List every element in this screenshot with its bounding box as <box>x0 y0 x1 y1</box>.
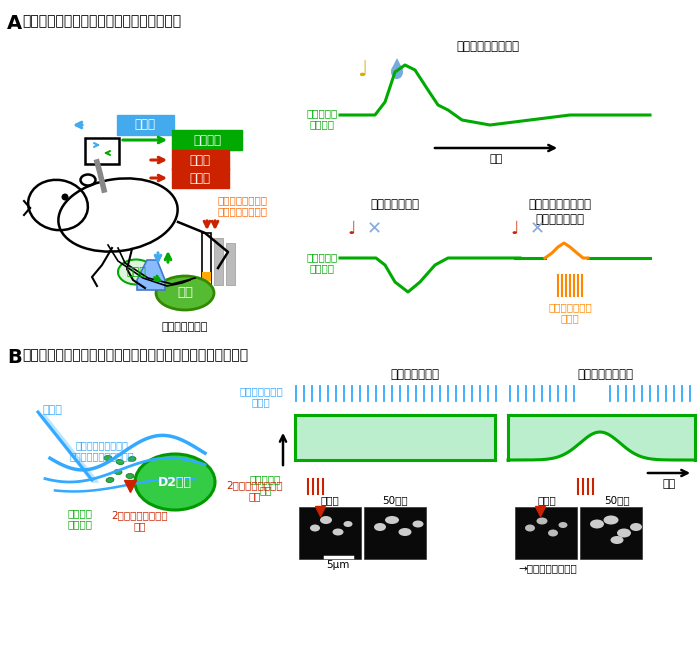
Text: 時間: 時間 <box>489 154 503 164</box>
Text: ドーパミン
濃度: ドーパミン 濃度 <box>250 474 281 496</box>
FancyBboxPatch shape <box>117 115 174 135</box>
Text: 光感受性チャネル
神経活動センサー: 光感受性チャネル 神経活動センサー <box>218 195 268 216</box>
Text: 脳スライス実験におけるグルタミン酸とドーパミンの光操作: 脳スライス実験におけるグルタミン酸とドーパミンの光操作 <box>22 348 248 362</box>
Bar <box>515 507 577 559</box>
Text: ♩: ♩ <box>511 220 519 238</box>
Bar <box>364 507 426 559</box>
Text: 報酬による条件づけ: 報酬による条件づけ <box>456 40 519 53</box>
Text: B: B <box>7 348 22 367</box>
Text: D2細胞: D2細胞 <box>158 475 192 489</box>
Ellipse shape <box>391 65 403 79</box>
Text: 5μm: 5μm <box>326 560 350 570</box>
Text: 赤色光: 赤色光 <box>190 154 211 167</box>
Ellipse shape <box>559 522 568 528</box>
Text: ✕: ✕ <box>529 220 545 238</box>
Text: 樹状突起
スパイン: 樹状突起 スパイン <box>68 508 93 530</box>
Ellipse shape <box>310 524 320 532</box>
Text: →スパイン頭部増大: →スパイン頭部増大 <box>518 563 577 573</box>
Ellipse shape <box>385 516 399 524</box>
Ellipse shape <box>106 477 114 483</box>
Text: 中脳: 中脳 <box>177 287 193 299</box>
Text: ドーパミン神経
光刷激: ドーパミン神経 光刷激 <box>239 386 283 408</box>
Text: 青色光: 青色光 <box>42 405 62 415</box>
Text: 光測定器: 光測定器 <box>193 134 221 146</box>
FancyBboxPatch shape <box>172 130 242 150</box>
Text: ドーパミン神経: ドーパミン神経 <box>162 322 208 332</box>
Text: 光によるドーパミン
応答の打ち消し: 光によるドーパミン 応答の打ち消し <box>528 198 592 226</box>
Ellipse shape <box>603 516 619 524</box>
Ellipse shape <box>126 473 134 479</box>
Text: 青色光: 青色光 <box>134 118 155 132</box>
Bar <box>202 281 211 287</box>
Text: 一遅性低下の再現: 一遅性低下の再現 <box>577 368 633 381</box>
FancyBboxPatch shape <box>172 168 229 188</box>
Text: A: A <box>7 14 22 33</box>
Bar <box>299 507 361 559</box>
Ellipse shape <box>590 520 604 528</box>
Text: ♩: ♩ <box>357 60 368 80</box>
Text: 光感受性チャネルを
発現したドーパミン神経: 光感受性チャネルを 発現したドーパミン神経 <box>70 440 134 461</box>
Polygon shape <box>137 260 165 290</box>
Text: 2光子グルタミン酸
刷激: 2光子グルタミン酸 刷激 <box>226 480 283 502</box>
Ellipse shape <box>548 530 558 536</box>
Ellipse shape <box>617 528 631 538</box>
Text: 赤色光: 赤色光 <box>190 171 211 185</box>
Bar <box>85 138 119 164</box>
Text: マウス行動実験のドーパミン光測定と操作: マウス行動実験のドーパミン光測定と操作 <box>22 14 181 28</box>
Ellipse shape <box>412 520 423 528</box>
Ellipse shape <box>398 528 412 536</box>
Ellipse shape <box>630 523 642 531</box>
Ellipse shape <box>610 536 624 544</box>
Ellipse shape <box>114 469 122 475</box>
FancyBboxPatch shape <box>172 150 229 170</box>
Ellipse shape <box>320 516 332 524</box>
Bar <box>202 272 211 281</box>
Ellipse shape <box>116 459 124 465</box>
Ellipse shape <box>135 454 215 510</box>
Text: ドーパミン神経
光刷激: ドーパミン神経 光刷激 <box>548 302 592 324</box>
Text: 定常状態の再現: 定常状態の再現 <box>391 368 440 381</box>
Text: ♩: ♩ <box>348 220 356 238</box>
Text: ドーパミン
神経活動: ドーパミン 神経活動 <box>307 252 338 273</box>
Ellipse shape <box>332 528 344 536</box>
Ellipse shape <box>344 521 353 527</box>
Ellipse shape <box>118 260 154 285</box>
Ellipse shape <box>525 524 535 532</box>
Text: 刷激前: 刷激前 <box>321 495 340 505</box>
Bar <box>214 238 223 285</box>
Ellipse shape <box>104 455 112 461</box>
Circle shape <box>62 193 69 201</box>
Bar <box>580 507 642 559</box>
Ellipse shape <box>128 457 136 461</box>
Text: 2光子グルタミン酸
射激: 2光子グルタミン酸 射激 <box>112 510 168 532</box>
Text: 側坐核: 側坐核 <box>126 267 146 277</box>
Bar <box>226 243 235 285</box>
Text: 刷激前: 刷激前 <box>538 495 556 505</box>
Text: ✕: ✕ <box>366 220 382 238</box>
Text: ドーパミン
神経活動: ドーパミン 神経活動 <box>307 108 338 130</box>
Bar <box>202 233 211 285</box>
Polygon shape <box>391 58 403 70</box>
Text: 時間: 時間 <box>662 479 676 489</box>
Ellipse shape <box>156 276 214 310</box>
Text: 50分後: 50分後 <box>604 495 630 505</box>
Text: 予測報酬の除去: 予測報酬の除去 <box>370 198 419 211</box>
Ellipse shape <box>374 523 386 531</box>
Text: 50分後: 50分後 <box>382 495 408 505</box>
Bar <box>295 415 495 460</box>
Ellipse shape <box>536 518 547 524</box>
